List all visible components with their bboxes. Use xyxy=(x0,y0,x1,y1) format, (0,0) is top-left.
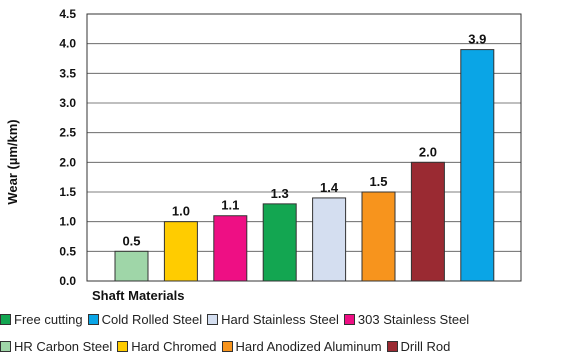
y-tick-label: 2.0 xyxy=(59,155,76,169)
y-tick-label: 3.5 xyxy=(59,66,76,80)
legend-item: 303 Stainless Steel xyxy=(343,312,470,327)
bar-value-label: 1.0 xyxy=(172,204,190,219)
legend-label: Drill Rod xyxy=(400,339,451,354)
bar-value-label: 1.3 xyxy=(271,186,289,201)
y-tick-label: 2.5 xyxy=(59,126,76,140)
legend-label: Hard Anodized Aluminum xyxy=(235,339,382,354)
legend-label: Hard Stainless Steel xyxy=(221,312,339,327)
legend-label: 303 Stainless Steel xyxy=(357,312,470,327)
legend-row-1: Free cutting Cold Rolled Steel Hard Stainl… xyxy=(0,312,474,327)
legend-swatch xyxy=(343,314,355,325)
legend-item: Cold Rolled Steel xyxy=(87,312,203,327)
legend-item: Free cutting xyxy=(0,312,83,327)
bar-value-label: 0.5 xyxy=(122,233,140,248)
legend-swatch xyxy=(0,341,11,352)
bar-cold-rolled-steel xyxy=(460,49,495,282)
y-tick-labels: 0.0 0.5 1.0 1.5 2.0 2.5 3.0 3.5 4.0 4.5 xyxy=(59,7,76,288)
legend-swatch xyxy=(0,314,11,325)
bar-hard-anodized-aluminum xyxy=(361,191,396,282)
y-tick-label: 0.0 xyxy=(59,274,76,288)
bar-303-stainless-steel xyxy=(213,215,248,282)
bar-value-labels: 0.5 1.0 1.1 1.3 1.4 1.5 2.0 3.9 xyxy=(122,32,486,249)
y-axis-label: Wear (µm/km) xyxy=(5,119,20,204)
y-tick-label: 1.5 xyxy=(59,185,76,199)
bar-value-label: 1.5 xyxy=(369,174,387,189)
legend-swatch xyxy=(207,314,219,325)
x-axis-label: Shaft Materials xyxy=(92,288,184,300)
legend-label: Cold Rolled Steel xyxy=(101,312,203,327)
y-tick-label: 4.5 xyxy=(59,7,76,21)
bar-value-label: 1.1 xyxy=(221,198,239,213)
gridlines xyxy=(87,13,521,282)
legend-item: Drill Rod xyxy=(386,339,451,354)
bar-hard-stainless-steel xyxy=(312,197,347,282)
bar-hard-chromed xyxy=(163,221,198,282)
legend-swatch xyxy=(117,341,129,352)
legend-item: HR Carbon Steel xyxy=(0,339,112,354)
bar-free-cutting xyxy=(262,203,297,282)
legend-swatch xyxy=(221,341,233,352)
bars xyxy=(114,49,495,282)
legend-label: HR Carbon Steel xyxy=(14,339,113,354)
legend-row-2: HR Carbon Steel Hard Chromed Hard Anodized… xyxy=(0,339,455,354)
y-tick-label: 3.0 xyxy=(59,96,76,110)
bar-drill-rod xyxy=(410,161,445,282)
legend-swatch xyxy=(87,314,99,325)
y-tick-label: 0.5 xyxy=(59,244,76,258)
legend-item: Hard Anodized Aluminum xyxy=(221,339,382,354)
plot-frame xyxy=(86,13,522,282)
legend-label: Hard Chromed xyxy=(131,339,217,354)
bar-value-label: 1.4 xyxy=(320,180,339,195)
bar-hr-carbon-steel xyxy=(114,250,149,282)
legend-item: Hard Stainless Steel xyxy=(207,312,339,327)
legend-swatch xyxy=(386,341,398,352)
legend-label: Free cutting xyxy=(14,312,83,327)
bar-value-label: 2.0 xyxy=(419,144,437,159)
y-tick-label: 4.0 xyxy=(59,37,76,51)
legend-item: Hard Chromed xyxy=(117,339,217,354)
legend: Free cutting Cold Rolled Steel Hard Stainl… xyxy=(0,312,580,362)
y-tick-label: 1.0 xyxy=(59,215,76,229)
wear-bar-chart: 0.0 0.5 1.0 1.5 2.0 2.5 3.0 3.5 4.0 4.5 0.5 1.0 1.1… xyxy=(5,7,522,300)
bar-value-label: 3.9 xyxy=(468,32,486,47)
